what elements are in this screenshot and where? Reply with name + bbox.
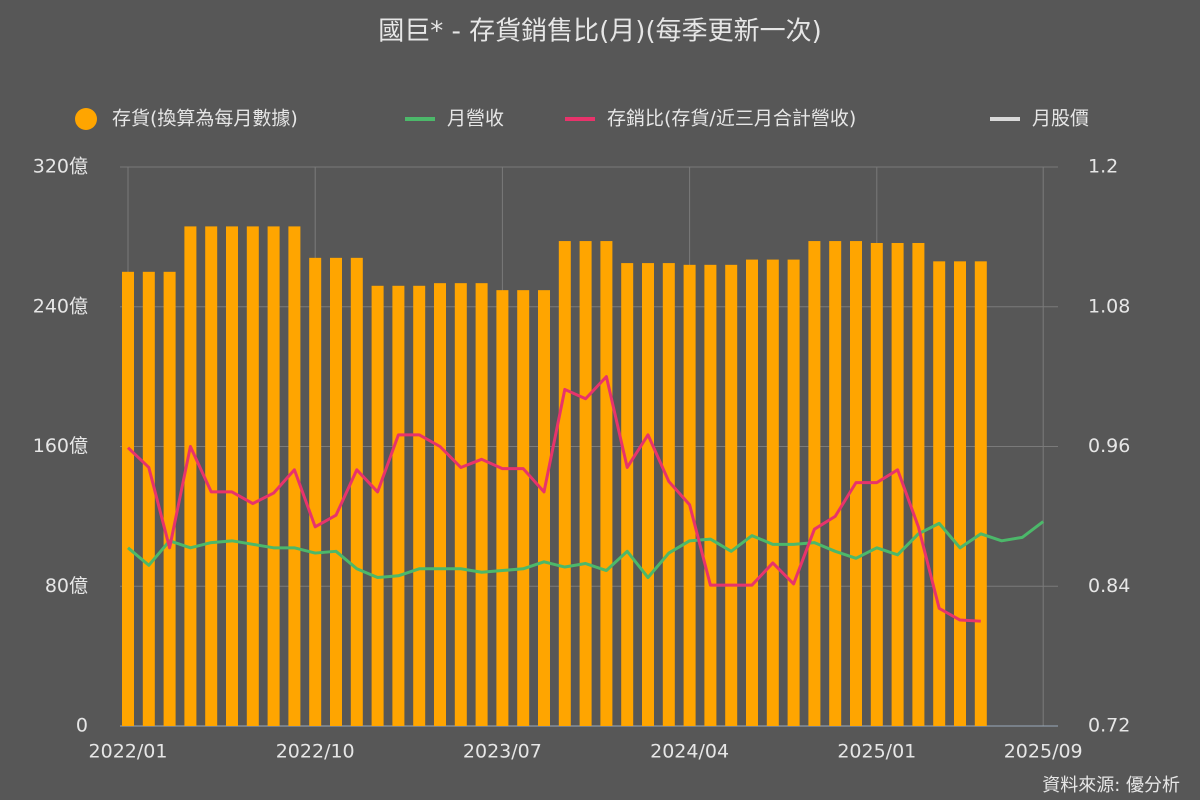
bar — [725, 264, 738, 726]
bar — [226, 226, 238, 727]
y2-tick-label: 1.08 — [1088, 295, 1130, 317]
bar — [704, 264, 717, 726]
x-tick-label: 2022/01 — [89, 741, 168, 763]
bar — [579, 241, 592, 726]
x-tick-label: 2024/04 — [650, 741, 729, 763]
bar — [330, 257, 342, 726]
bar — [142, 271, 155, 726]
x-tick-label: 2025/01 — [837, 741, 916, 763]
y-tick-label: 240億 — [33, 295, 88, 317]
bar — [808, 241, 821, 726]
bar — [933, 261, 946, 726]
line — [127, 520, 1045, 580]
bar — [954, 261, 966, 726]
bar — [746, 259, 758, 726]
bar — [496, 290, 509, 726]
y-tick-label: 320億 — [33, 156, 88, 178]
bar — [309, 257, 322, 726]
legend-label: 存貨(換算為每月數據) — [112, 108, 298, 130]
y-tick-label: 80億 — [45, 575, 88, 597]
y2-tick-label: 0.72 — [1088, 715, 1130, 737]
bar — [912, 242, 925, 726]
bar — [454, 283, 467, 726]
bar — [683, 264, 696, 726]
bar — [371, 285, 384, 726]
bar — [974, 261, 987, 726]
bar — [517, 290, 530, 726]
bar — [122, 271, 134, 726]
y2-tick-label: 0.96 — [1088, 435, 1130, 457]
x-tick-label: 2025/09 — [1004, 741, 1083, 763]
bar — [600, 241, 613, 726]
x-tick-label: 2023/07 — [463, 741, 542, 763]
y-tick-label: 0 — [76, 715, 88, 737]
bar — [766, 259, 779, 726]
bar — [288, 226, 301, 727]
bar — [621, 263, 634, 726]
legend-swatch — [75, 108, 97, 130]
bar — [662, 263, 675, 726]
bar — [350, 257, 363, 726]
chart-title: 國巨* - 存貨銷售比(月)(每季更新一次) — [378, 17, 822, 47]
bar — [558, 241, 571, 726]
bar — [475, 283, 488, 726]
y2-tick-label: 0.84 — [1088, 575, 1130, 597]
bar — [184, 226, 197, 727]
bar — [870, 242, 883, 726]
bar — [829, 241, 842, 726]
legend-label: 存銷比(存貨/近三月合計營收) — [607, 108, 856, 130]
bar — [163, 271, 176, 726]
bar — [267, 226, 280, 727]
x-tick-label: 2022/10 — [276, 741, 355, 763]
bar — [413, 285, 426, 726]
source-note: 資料來源: 優分析 — [1042, 775, 1180, 796]
bar — [392, 285, 405, 726]
bar — [891, 242, 904, 726]
legend-label: 月營收 — [447, 108, 504, 130]
bar — [538, 290, 550, 726]
bar — [787, 259, 800, 726]
bar — [642, 263, 654, 726]
bar — [434, 283, 446, 726]
bar — [205, 226, 218, 727]
bar — [246, 226, 259, 727]
legend-label: 月股價 — [1032, 108, 1089, 130]
y2-tick-label: 1.2 — [1088, 156, 1118, 178]
y-tick-label: 160億 — [33, 435, 88, 457]
line — [126, 375, 981, 623]
